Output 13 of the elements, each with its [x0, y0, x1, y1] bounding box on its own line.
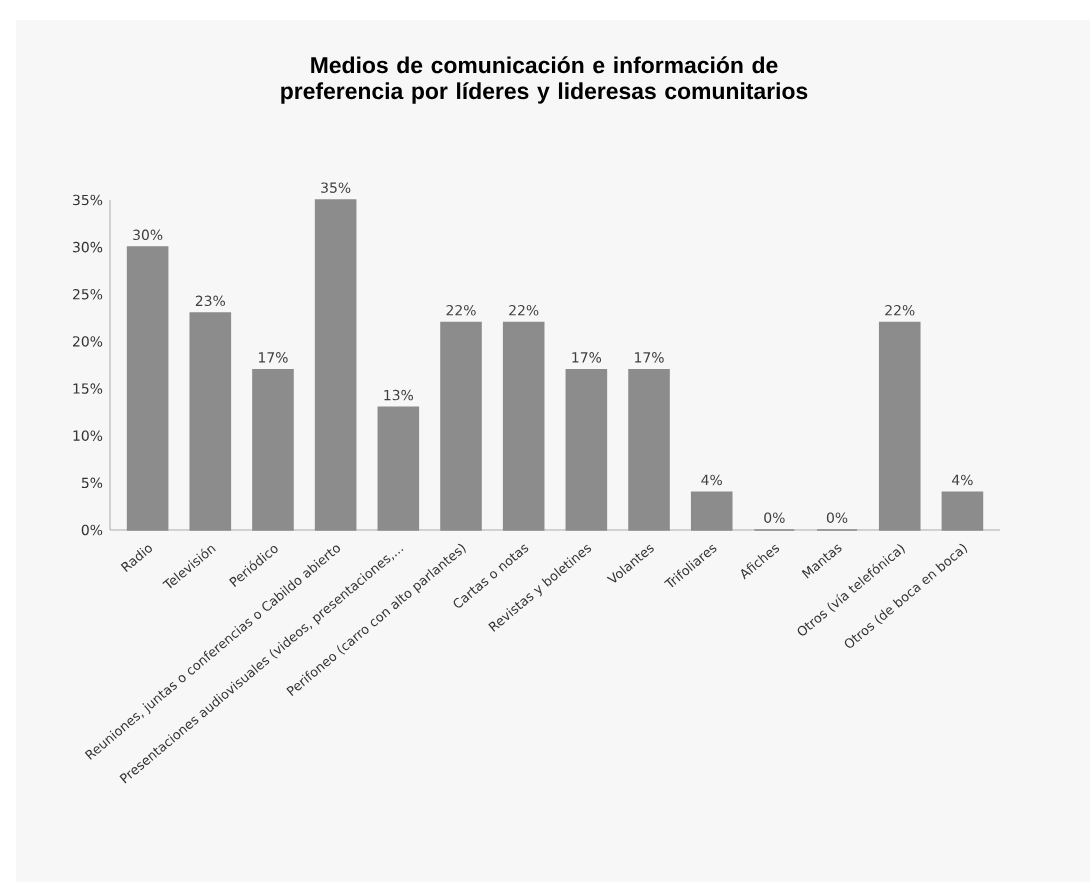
bar [126, 246, 169, 531]
bar [941, 491, 984, 531]
bar [189, 312, 232, 531]
bar [628, 368, 670, 531]
bar [690, 491, 733, 531]
bar [314, 199, 357, 531]
bar [252, 368, 294, 531]
bar [502, 321, 545, 531]
chart-title: Medios de comunicación e información de preferencia por líderes y lideresas comunitarios [281, 56, 808, 104]
bar [440, 321, 482, 531]
bar [377, 406, 420, 531]
bar [565, 368, 608, 531]
bar [878, 321, 921, 531]
